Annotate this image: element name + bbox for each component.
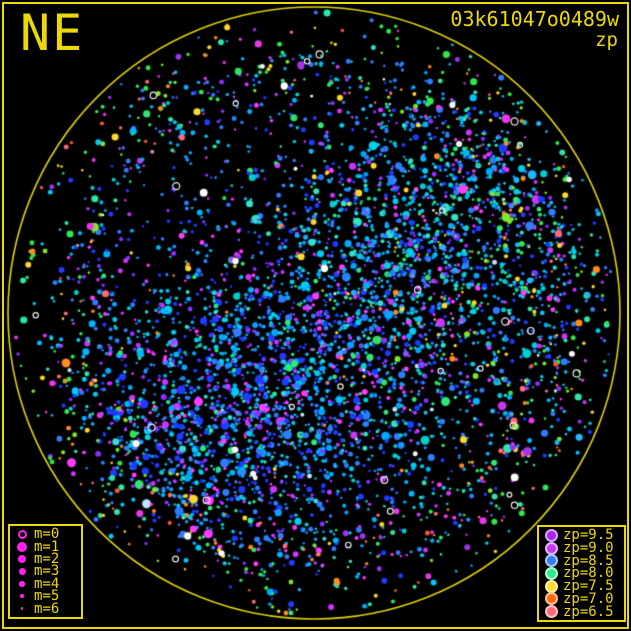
legend-label: zp=7.0 (563, 590, 614, 607)
legend-row: zp=9.0 (539, 540, 624, 557)
magnitude-marker-icon (10, 594, 34, 599)
corner-label-ne: NE (20, 4, 85, 62)
zeropoint-legend: zp=9.5 zp=9.0 zp=8.5 zp=8.0 zp=7.5 zp=7.0 zp=6… (537, 525, 626, 622)
legend-row: m=0 (10, 526, 81, 543)
legend-row: m=2 (10, 551, 81, 568)
magnitude-marker-icon (10, 581, 34, 587)
legend-label: zp=9.0 (563, 540, 614, 557)
chart-title: 03k61047o0489w (450, 7, 619, 31)
legend-row: m=1 (10, 538, 81, 555)
legend-label: m=2 (34, 551, 60, 568)
legend-row: zp=7.0 (539, 590, 624, 607)
magnitude-marker-icon (10, 541, 34, 552)
legend-label: m=6 (34, 600, 60, 617)
legend-label: zp=9.5 (563, 527, 614, 544)
zp-color-marker-icon (539, 579, 563, 593)
legend-row: m=3 (10, 563, 81, 580)
legend-row: m=5 (10, 588, 81, 605)
zp-color-marker-icon (539, 566, 563, 580)
magnitude-marker-icon (10, 529, 34, 539)
legend-label: zp=7.5 (563, 578, 614, 595)
legend-row: zp=8.5 (539, 552, 624, 569)
legend-label: zp=8.5 (563, 552, 614, 569)
legend-row: zp=9.5 (539, 527, 624, 544)
magnitude-legend: m=0 m=1 m=2 m=3 m=4 m=5 m=6 (8, 524, 83, 619)
zp-color-marker-icon (539, 528, 563, 542)
legend-label: m=5 (34, 588, 60, 605)
chart-subtitle-zp: zp (595, 29, 618, 51)
legend-row: zp=7.5 (539, 578, 624, 595)
magnitude-marker-icon (10, 554, 34, 564)
legend-row: m=4 (10, 575, 81, 592)
zp-color-marker-icon (539, 541, 563, 555)
legend-label: m=3 (34, 563, 60, 580)
zp-color-marker-icon (539, 605, 563, 619)
legend-label: m=0 (34, 526, 60, 543)
legend-label: m=4 (34, 575, 60, 592)
zp-color-marker-icon (539, 592, 563, 606)
legend-label: m=1 (34, 538, 60, 555)
zp-color-marker-icon (539, 554, 563, 568)
magnitude-marker-icon (10, 567, 34, 575)
legend-row: zp=8.0 (539, 565, 624, 582)
legend-row: m=6 (10, 600, 81, 617)
legend-label: zp=8.0 (563, 565, 614, 582)
legend-row: zp=6.5 (539, 603, 624, 620)
magnitude-marker-icon (10, 607, 34, 610)
legend-label: zp=6.5 (563, 603, 614, 620)
